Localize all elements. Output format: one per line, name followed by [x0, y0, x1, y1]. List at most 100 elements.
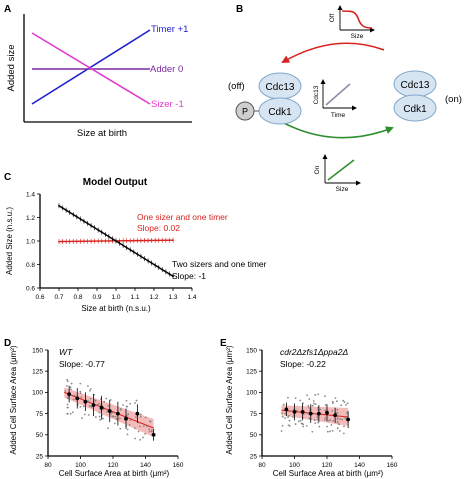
- panel-a: A Added size Size at birth Timer +1 Adde…: [4, 4, 192, 139]
- chart-e-raw-point-65: [324, 409, 327, 412]
- chart-d-raw-point-18: [66, 380, 69, 383]
- chart-d-raw-point-77: [66, 397, 69, 400]
- chart-e-raw-point-45: [282, 403, 285, 406]
- chart-d-mean-point-8: [135, 411, 140, 416]
- chart-d-raw-point-63: [70, 382, 73, 385]
- chart-e-raw-point-21: [323, 418, 326, 421]
- chart-c-series-1-point-29: [161, 268, 164, 271]
- chart-e-raw-point-54: [332, 419, 335, 422]
- chart-c-xtick-label-4: 1.0: [111, 294, 120, 301]
- chart-c-series-0-point-8: [86, 240, 89, 243]
- chart-d-raw-point-106: [114, 415, 117, 418]
- chart-e-raw-point-76: [326, 430, 329, 433]
- chart-e-raw-point-24: [281, 412, 283, 414]
- chart-e-raw-point-95: [336, 420, 339, 423]
- chart-e-raw-point-97: [313, 402, 315, 405]
- chart-d-raw-point-96: [148, 428, 151, 431]
- chart-e-raw-point-55: [338, 423, 341, 426]
- chart-e-raw-point-17: [324, 395, 326, 398]
- red-arrow: [281, 42, 385, 63]
- chart-c-series-1-point-11: [97, 229, 100, 231]
- chart-d-mean-point-5: [107, 409, 112, 413]
- chart-e-raw-point-81: [280, 430, 283, 432]
- chart-e-ylabel: Added Cell Surface Area (μm²): [225, 345, 234, 454]
- chart-d-raw-point-108: [134, 427, 136, 430]
- cdc13-left-label: Cdc13: [266, 82, 295, 93]
- chart-d-raw-point-74: [109, 413, 112, 416]
- chart-e-raw-point-29: [338, 429, 341, 432]
- chart-c-series-0-point-7: [83, 240, 85, 243]
- chart-c-series-0-point-20: [129, 239, 132, 242]
- chart-e-raw-point-61: [288, 414, 290, 417]
- chart-e-ytick-label-1: 125: [246, 369, 257, 376]
- chart-c-series-1-point-25: [147, 259, 149, 262]
- chart-c-series-1-point-7: [83, 220, 85, 223]
- chart-c-series-1-point-21: [132, 251, 135, 253]
- chart-e-raw-point-48: [316, 414, 319, 417]
- chart-e-raw-point-11: [346, 412, 348, 414]
- chart-e-mean-point-2: [300, 410, 305, 414]
- chart-e-raw-point-103: [334, 397, 337, 399]
- chart-c-series-0-point-26: [150, 239, 153, 242]
- chart-c-xtick-label-7: 1.3: [168, 294, 177, 301]
- chart-e-raw-point-100: [299, 399, 301, 402]
- chart-d-mean-point-0: [67, 392, 72, 396]
- panel-c: C Model Output Added Size (n.s.u.) Size …: [4, 172, 267, 313]
- chart-c-series-1-point-4: [72, 213, 75, 216]
- chart-c-ytick-label-4: 0.6: [26, 285, 35, 292]
- chart-e-raw-point-62: [331, 430, 334, 432]
- chart-e-raw-point-60: [308, 398, 311, 400]
- chart-e-raw-point-20: [287, 396, 289, 399]
- chart-e-raw-point-73: [335, 400, 338, 403]
- chart-d-xtick-label-4: 160: [173, 462, 184, 469]
- chart-d-raw-point-66: [106, 410, 108, 413]
- chart-e-raw-point-28: [308, 417, 311, 420]
- adder-label: Adder 0: [150, 64, 183, 75]
- green-arrow: [281, 121, 394, 139]
- chart-e-xlabel: Cell Surface Area at birth (μm²): [273, 469, 384, 478]
- chart-c-series-1-point-13: [104, 233, 107, 236]
- chart-c-series-1-point-26: [150, 262, 153, 264]
- chart-d-raw-point-107: [80, 396, 83, 399]
- chart-c-ytick-label-1: 1.2: [26, 215, 35, 222]
- chart-e-raw-point-56: [294, 397, 297, 400]
- chart-c-ylabel: Added Size (n.s.u.): [5, 207, 14, 275]
- chart-d-raw-point-13: [135, 399, 138, 402]
- chart-d-raw-point-52: [64, 389, 67, 392]
- inset-on-ylabel: On: [314, 165, 321, 174]
- chart-c-series-0-point-22: [136, 239, 139, 242]
- chart-e-xtick-label-1: 100: [289, 462, 300, 469]
- chart-e-raw-point-58: [299, 419, 302, 422]
- chart-e-raw-point-16: [290, 410, 293, 412]
- panel-d: D WT Slope: -0.77 Added Cell Surface Are…: [4, 338, 184, 478]
- chart-d-raw-point-104: [67, 406, 69, 409]
- inset-cdc13-ylabel: Cdc13: [313, 85, 320, 104]
- chart-d-raw-point-42: [137, 430, 140, 433]
- chart-c-series-1-point-31: [168, 273, 171, 275]
- chart-e-raw-point-88: [340, 404, 343, 407]
- chart-d-raw-point-97: [150, 429, 153, 432]
- chart-c-series-1-point-20: [129, 248, 132, 251]
- chart-c-series-1-slope: Slope: -1: [172, 271, 206, 281]
- chart-c-series-0-point-2: [65, 240, 68, 243]
- chart-d-ytick-label-2: 100: [32, 390, 43, 397]
- chart-d-raw-point-27: [73, 394, 76, 397]
- chart-d-raw-point-21: [122, 404, 124, 406]
- chart-d-mean-point-7: [124, 416, 128, 421]
- chart-c-series-1-point-24: [143, 257, 146, 260]
- chart-e-raw-point-12: [281, 415, 284, 418]
- chart-c-series-0-point-30: [164, 239, 167, 242]
- chart-e-raw-point-31: [292, 416, 294, 418]
- chart-d-raw-point-69: [98, 411, 101, 414]
- chart-c-series-0-point-14: [107, 240, 110, 242]
- on-curve: [327, 159, 355, 181]
- panel-e-label: E: [220, 338, 227, 349]
- chart-e-raw-point-79: [345, 403, 347, 406]
- chart-c-series-1-point-23: [140, 255, 142, 258]
- off-curve: [341, 10, 373, 29]
- chart-e-raw-point-23: [336, 408, 339, 411]
- chart-c-series-1-point-28: [157, 266, 160, 269]
- chart-d-raw-point-36: [139, 413, 142, 416]
- chart-d-raw-point-11: [99, 419, 101, 421]
- chart-e-raw-point-80: [339, 418, 342, 421]
